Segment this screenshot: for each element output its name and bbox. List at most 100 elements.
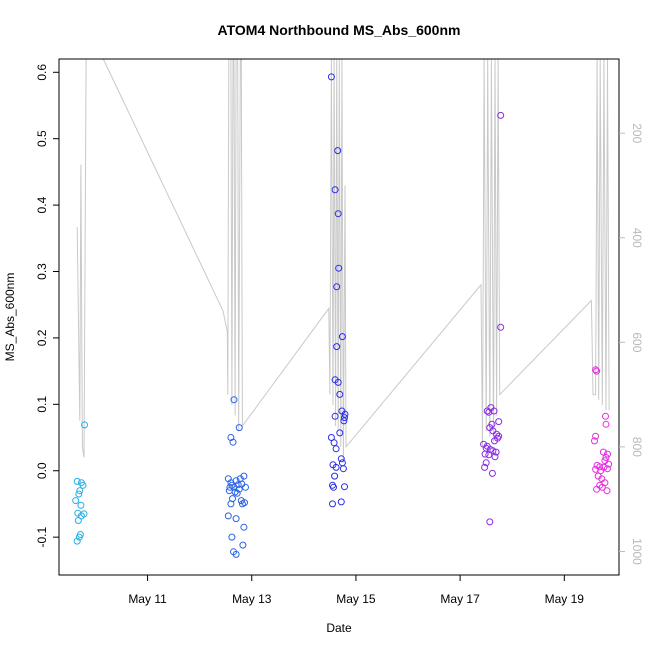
data-point bbox=[591, 437, 598, 445]
y2-tick-label: 800 bbox=[630, 437, 644, 457]
data-point bbox=[331, 412, 339, 420]
data-point bbox=[72, 497, 80, 505]
data-point bbox=[483, 407, 491, 415]
x-tick-label: May 19 bbox=[545, 592, 585, 606]
y-tick-label: 0.5 bbox=[35, 130, 49, 147]
x-axis-label: Date bbox=[326, 621, 352, 635]
data-point bbox=[233, 489, 241, 497]
data-point bbox=[337, 498, 345, 506]
data-point bbox=[332, 445, 340, 453]
data-point bbox=[228, 533, 236, 541]
data-point bbox=[497, 111, 505, 119]
data-point bbox=[333, 283, 341, 291]
data-point bbox=[333, 343, 341, 351]
secondary-depth-axis: 200 400 600 800 1000 bbox=[619, 123, 644, 565]
data-point bbox=[334, 210, 342, 218]
data-point bbox=[495, 418, 503, 426]
y-axis-label: MS_Abs_600nm bbox=[3, 273, 17, 362]
data-point bbox=[493, 430, 501, 438]
data-point bbox=[602, 454, 610, 461]
data-point bbox=[338, 459, 346, 467]
data-point bbox=[488, 469, 496, 477]
x-axis: May 11 May 13 May 15 May 17 May 19 bbox=[128, 575, 584, 606]
data-point bbox=[592, 465, 600, 473]
y2-tick-label: 600 bbox=[630, 332, 644, 352]
y-tick-label: 0.0 bbox=[35, 462, 49, 479]
data-point bbox=[332, 463, 340, 471]
data-point bbox=[227, 500, 235, 508]
data-point bbox=[235, 424, 243, 432]
data-point bbox=[491, 453, 499, 461]
data-point bbox=[489, 447, 497, 455]
data-point bbox=[226, 483, 234, 491]
data-point bbox=[338, 333, 346, 341]
data-point bbox=[81, 421, 88, 429]
data-point bbox=[73, 537, 81, 545]
data-point bbox=[604, 465, 611, 473]
data-point bbox=[336, 390, 344, 398]
data-point bbox=[232, 550, 240, 558]
data-point bbox=[235, 485, 243, 493]
data-point bbox=[337, 455, 345, 463]
y2-tick-label: 200 bbox=[630, 123, 644, 143]
data-point bbox=[229, 438, 237, 446]
data-point bbox=[330, 439, 338, 447]
data-point bbox=[77, 501, 85, 509]
y-tick-label: 0.1 bbox=[35, 396, 49, 413]
depth-trace-line bbox=[76, 59, 610, 463]
data-point bbox=[485, 451, 493, 459]
data-point bbox=[327, 73, 335, 81]
data-point bbox=[232, 515, 240, 523]
data-point bbox=[485, 408, 493, 416]
data-point bbox=[238, 500, 246, 508]
data-point bbox=[497, 323, 505, 331]
data-point bbox=[329, 500, 336, 508]
data-point bbox=[592, 366, 600, 374]
chart-title: ATOM4 Northbound MS_Abs_600nm bbox=[218, 22, 461, 38]
plot-frame bbox=[58, 58, 620, 576]
data-point bbox=[482, 459, 490, 467]
y-tick-label: 0.3 bbox=[35, 263, 49, 280]
data-point bbox=[334, 378, 342, 386]
y-tick-label: 0.6 bbox=[35, 64, 49, 81]
data-point bbox=[327, 434, 335, 441]
data-point bbox=[232, 477, 240, 485]
data-point bbox=[79, 481, 87, 489]
data-point bbox=[239, 541, 247, 549]
data-point bbox=[230, 396, 238, 404]
x-tick-label: May 15 bbox=[336, 592, 376, 606]
y2-tick-label: 1000 bbox=[630, 538, 644, 565]
data-point bbox=[599, 448, 607, 456]
x-tick-label: May 11 bbox=[128, 592, 167, 606]
data-point bbox=[75, 490, 83, 498]
data-point bbox=[330, 483, 337, 491]
data-point bbox=[240, 523, 248, 531]
data-point bbox=[336, 429, 344, 437]
data-point bbox=[593, 367, 601, 375]
data-point bbox=[491, 437, 498, 445]
data-point bbox=[481, 463, 489, 471]
y-axis: -0.1 0.0 0.1 0.2 0.3 0.4 0.5 0.6 bbox=[35, 64, 59, 547]
data-point bbox=[603, 487, 611, 495]
data-point bbox=[481, 450, 489, 458]
data-point bbox=[335, 264, 343, 272]
data-point bbox=[242, 483, 249, 491]
x-tick-label: May 17 bbox=[440, 592, 480, 606]
data-point bbox=[486, 518, 494, 526]
data-point bbox=[76, 487, 84, 495]
data-point bbox=[234, 481, 242, 489]
data-point bbox=[331, 186, 339, 194]
data-point bbox=[490, 407, 498, 415]
data-point bbox=[341, 414, 348, 422]
data-point bbox=[224, 512, 232, 520]
data-point bbox=[604, 450, 611, 458]
plot-area bbox=[72, 59, 613, 558]
data-point bbox=[602, 412, 609, 420]
data-point bbox=[334, 147, 342, 155]
x-tick-label: May 13 bbox=[232, 592, 272, 606]
y-tick-label: 0.2 bbox=[35, 329, 49, 346]
data-point bbox=[593, 485, 601, 493]
data-point bbox=[339, 465, 347, 473]
data-point bbox=[602, 420, 610, 428]
